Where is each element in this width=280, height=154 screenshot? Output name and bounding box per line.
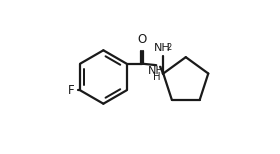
- Text: H: H: [153, 72, 160, 82]
- Text: NH: NH: [148, 66, 165, 76]
- Text: F: F: [67, 84, 74, 97]
- Text: O: O: [137, 33, 146, 46]
- Text: 2: 2: [167, 43, 172, 52]
- Text: NH: NH: [154, 43, 171, 53]
